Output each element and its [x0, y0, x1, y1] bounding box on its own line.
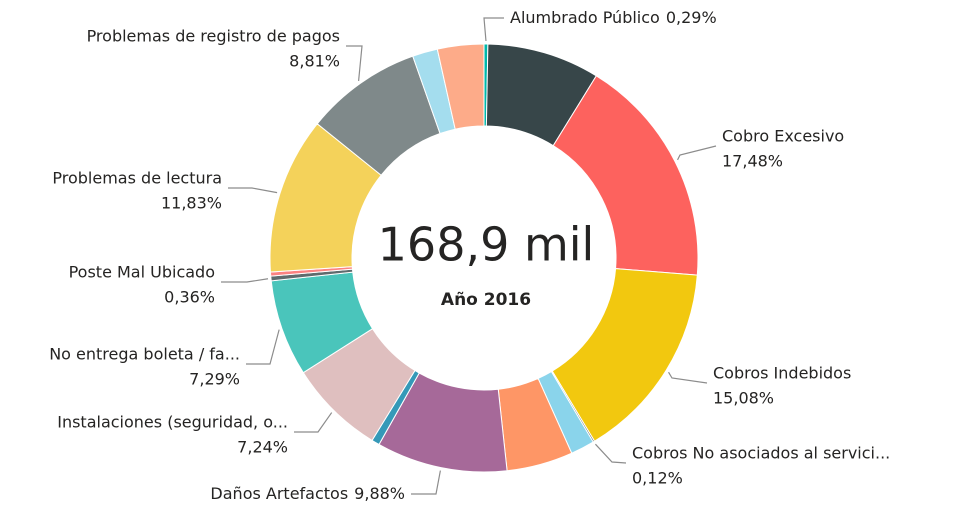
leader-line — [594, 443, 627, 464]
leader-line — [221, 278, 269, 283]
slice-name: Daños Artefactos — [210, 484, 348, 503]
slice-value: 11,83% — [161, 194, 222, 213]
slice-name: Problemas de lectura — [52, 169, 222, 188]
slice-value: 15,08% — [713, 389, 774, 408]
slice-name: Alumbrado Público — [510, 8, 660, 27]
slice-value: 0,29% — [666, 8, 717, 27]
slice-name: Poste Mal Ubicado — [69, 263, 215, 282]
leader-line — [246, 329, 280, 365]
leader-line — [668, 371, 708, 384]
center-subtitle: Año 2016 — [441, 290, 531, 310]
slice-value: 0,12% — [632, 469, 683, 488]
center-value: 168,9 mil — [378, 218, 595, 272]
slice-name: Problemas de registro de pagos — [87, 27, 340, 46]
slice-name: Cobro Excesivo — [722, 127, 844, 146]
slice-name: Cobros No asociados al servici... — [632, 444, 890, 463]
slice-value: 9,88% — [354, 484, 405, 503]
slice-label: Alumbrado Público 0,29% — [510, 8, 717, 27]
leader-line — [294, 412, 333, 433]
slice-value: 7,29% — [189, 370, 240, 389]
leader-line — [411, 470, 441, 495]
slice-value: 8,81% — [289, 52, 340, 71]
slice-name: No entrega boleta / fa... — [49, 345, 240, 364]
slice-name: Instalaciones (seguridad, o... — [57, 413, 288, 432]
slice-value: 0,36% — [164, 288, 215, 307]
slice-label: Daños Artefactos 9,88% — [210, 484, 405, 503]
leader-line — [483, 17, 504, 42]
slice-name: Cobros Indebidos — [713, 364, 851, 383]
leader-line — [346, 45, 363, 81]
leader-line — [228, 187, 278, 194]
leader-line — [677, 145, 717, 161]
slice-value: 17,48% — [722, 152, 783, 171]
donut-slice — [436, 43, 485, 130]
slice-value: 7,24% — [237, 438, 288, 457]
